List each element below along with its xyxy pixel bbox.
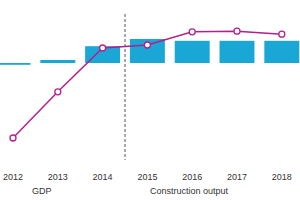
marker bbox=[234, 28, 240, 34]
marker bbox=[100, 45, 106, 51]
plot-area bbox=[0, 28, 299, 141]
bar bbox=[264, 41, 299, 63]
x-tick: 2017 bbox=[227, 172, 247, 182]
markers bbox=[10, 28, 285, 141]
x-tick-label: 2012 bbox=[3, 172, 23, 182]
x-tick: 2014 bbox=[93, 172, 113, 182]
line bbox=[13, 31, 282, 138]
bar bbox=[220, 41, 255, 63]
legend-label: Construction output bbox=[150, 186, 229, 196]
legend: GDP Construction output bbox=[32, 186, 229, 196]
x-tick-label: 2014 bbox=[93, 172, 113, 182]
bar bbox=[175, 41, 210, 63]
x-tick-label: 2015 bbox=[137, 172, 157, 182]
marker bbox=[279, 31, 285, 37]
x-tick: 2015 bbox=[137, 172, 157, 182]
x-tick: 2016 bbox=[182, 172, 202, 182]
marker bbox=[144, 42, 150, 48]
bar-series bbox=[0, 39, 299, 65]
x-tick: 2012 bbox=[3, 172, 23, 182]
x-axis: 2012 2013 2014 2015 2016 2017 2018 bbox=[3, 172, 292, 182]
x-tick-label: 2013 bbox=[48, 172, 68, 182]
legend-label: GDP bbox=[32, 186, 52, 196]
bar bbox=[40, 60, 75, 63]
marker bbox=[189, 29, 195, 35]
marker bbox=[55, 89, 61, 95]
forecast-divider bbox=[125, 14, 126, 160]
x-tick: 2018 bbox=[272, 172, 292, 182]
bar bbox=[0, 63, 30, 65]
x-tick-label: 2016 bbox=[182, 172, 202, 182]
bar bbox=[130, 39, 165, 63]
x-tick-label: 2018 bbox=[272, 172, 292, 182]
chart: 2012 2013 2014 2015 2016 2017 2018 GDP Construct… bbox=[0, 0, 300, 200]
x-tick: 2013 bbox=[48, 172, 68, 182]
marker bbox=[10, 135, 16, 141]
x-tick-label: 2017 bbox=[227, 172, 247, 182]
